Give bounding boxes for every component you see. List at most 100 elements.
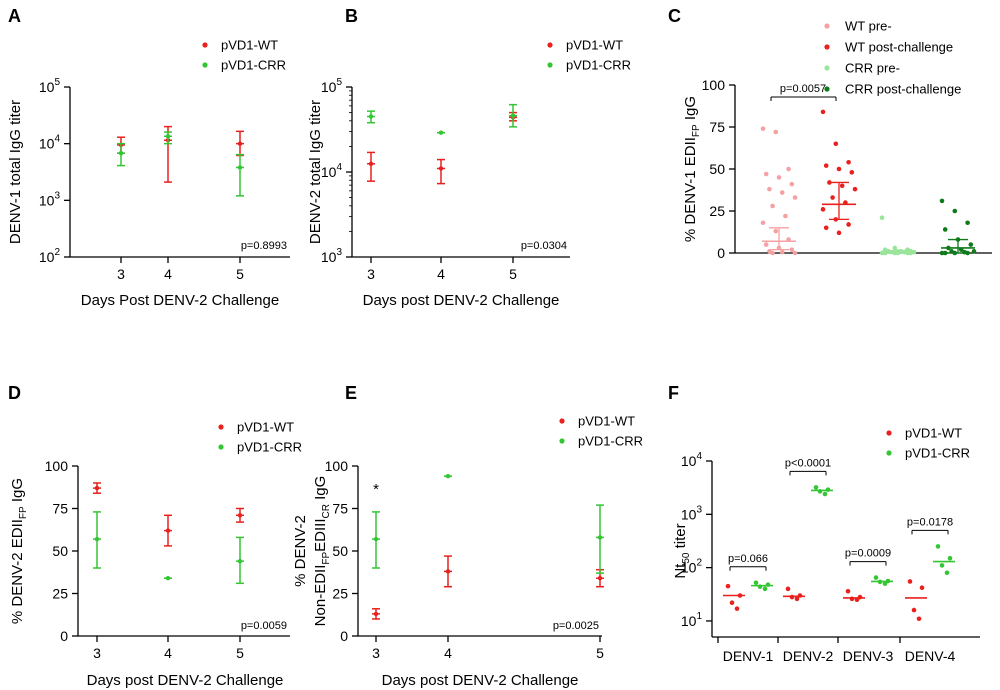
panel-e-x-tick-label-2: 5 <box>596 645 604 661</box>
panel-f-x-tick-label-0: DENV-1 <box>723 648 774 664</box>
panel-e-legend-label-0: pVD1-WT <box>578 414 635 429</box>
panel-b-y-tick-label-0-part: 3 <box>336 247 342 258</box>
panel-c-group-1-point <box>839 183 845 189</box>
panel-d-wt-day3-point <box>94 485 100 491</box>
panel-f-DENV-4-crr-point <box>935 544 941 549</box>
panel-b-crr-day4-point <box>438 130 444 135</box>
panel-f-DENV-3-crr-point <box>877 579 883 585</box>
panel-e-y-label-line2-part: FP <box>321 552 332 565</box>
panel-a-legend-marker-1 <box>202 62 208 68</box>
panel-f-pvalue-2: p=0.0009 <box>845 548 891 560</box>
panel-e-y-tick-label-1: 25 <box>332 586 348 602</box>
panel-b-y-label-part: DENV-2 total IgG titer <box>307 100 324 244</box>
panel-e-significance-star: * <box>373 481 379 498</box>
panel-e-pvalue: p=0.0025 <box>553 620 599 632</box>
panel-f-y-label-part: 50 <box>681 552 692 564</box>
panel-b-y-tick-label-2-part: 5 <box>336 77 342 88</box>
panel-b-x-label: Days post DENV-2 Challenge <box>363 292 560 309</box>
panel-f-legend-label-0: pVD1-WT <box>905 426 962 441</box>
panel-c-group-0-point <box>786 166 791 172</box>
panel-f-DENV-3-wt-point <box>845 588 851 594</box>
panel-e-wt-day4-point <box>445 569 451 574</box>
panel-b-y-tick-label-1: 104 <box>321 162 343 180</box>
panel-b-y-tick-label-2: 105 <box>321 77 343 95</box>
panel-f-x-tick-label-3: DENV-4 <box>905 648 956 664</box>
panel-f-DENV-2-crr-point <box>813 485 819 490</box>
panel-a-y-tick-label-2-part: 4 <box>54 134 60 145</box>
panel-f-DENV-4-wt-point <box>911 607 917 613</box>
panel-c-legend-label-0: WT pre- <box>845 19 892 34</box>
panel-f-DENV-4-crr-point <box>947 555 953 561</box>
panel-d-y-label-part: FP <box>18 506 29 519</box>
panel-b-y-tick-label-1-part: 10 <box>321 164 337 180</box>
panel-c-group-0-point <box>763 171 769 177</box>
panel-c-group-1-point <box>849 170 855 175</box>
panel-f-y-tick-label-3: 104 <box>681 451 703 469</box>
panel-a-pvalue: p=0.8993 <box>241 240 287 252</box>
panel-e-legend-label-1: pVD1-CRR <box>578 434 643 449</box>
panel-f-y-tick-label-2-part: 10 <box>681 506 697 522</box>
panel-a-y-tick-label-1-part: 3 <box>54 190 60 201</box>
panel-f-DENV-1-wt-point <box>729 600 735 605</box>
panel-c-legend-label-1: WT post-challenge <box>845 40 953 55</box>
panel-f-pvalue-0: p=0.066 <box>728 553 768 565</box>
panel-f-y-tick-label-2: 103 <box>681 504 703 522</box>
panel-e-y-tick-label-2: 50 <box>332 543 348 559</box>
panel-f-x-tick-label-2: DENV-3 <box>843 648 894 664</box>
panel-c-group-3-point <box>939 198 945 204</box>
panel-f-DENV-3-crr-point <box>873 575 879 580</box>
panel-f-DENV-4-crr-point <box>944 570 950 576</box>
panel-f-DENV-3-wt-point <box>857 594 863 600</box>
panel-e-y-label-line1: % DENV-2 <box>292 515 309 587</box>
panel-f-y-label-part: titer <box>672 523 689 552</box>
panel-d-y-tick-label-2: 50 <box>52 543 68 559</box>
panel-e-y-tick-label-4: 100 <box>325 458 349 474</box>
panel-f-DENV-4-wt-point <box>907 579 913 584</box>
panel-f-y-tick-label-1-part: 2 <box>696 558 702 569</box>
panel-f-x-tick-label-1: DENV-2 <box>783 648 834 664</box>
panel-d-legend-label-0: pVD1-WT <box>237 420 294 435</box>
panel-d-letter: D <box>8 383 21 403</box>
panel-b-x-tick-label-0: 3 <box>367 266 375 282</box>
panel-c-legend-label-2: CRR pre- <box>845 61 900 76</box>
panel-c-group-1-point <box>846 159 851 165</box>
panel-e-y-label-line2-part: IgG <box>312 476 329 504</box>
panel-e-letter: E <box>345 383 357 403</box>
panel-c-group-1-point <box>823 225 829 231</box>
panel-f-legend-marker-0 <box>886 430 892 436</box>
panel-c-group-3-point <box>942 250 948 256</box>
panel-c-group-0-point <box>789 181 795 187</box>
panel-b-y-tick-label-1-part: 4 <box>336 162 342 173</box>
panel-b-x-tick-label-1: 4 <box>437 266 445 282</box>
panel-e-wt-day5-point <box>597 576 603 581</box>
panel-a-x-label: Days Post DENV-2 Challenge <box>81 292 279 309</box>
panel-e-x-label: Days post DENV-2 Challenge <box>382 672 579 689</box>
panel-a-legend-marker-0 <box>202 42 208 48</box>
panel-f-DENV-2-wt-point <box>785 586 791 592</box>
panel-e-crr-day4-point <box>445 474 451 479</box>
panel-f-DENV-1-crr-point <box>757 584 763 589</box>
panel-d-wt-day5-point <box>237 513 243 518</box>
panel-f-y-tick-label-0-part: 10 <box>681 613 697 629</box>
panel-c-group-0-point <box>779 190 785 195</box>
panel-c-y-label-part: % DENV-1 EDII <box>682 137 699 242</box>
panel-d-x-tick-label-1: 4 <box>164 645 172 661</box>
panel-f-y-tick-label-2-part: 3 <box>696 504 702 515</box>
panel-a-y-tick-label-0-part: 10 <box>39 249 55 265</box>
panel-e-legend-marker-1 <box>559 438 565 444</box>
panel-a-y-label: DENV-1 total IgG titer <box>7 100 24 244</box>
panel-a-x-tick-label-2: 5 <box>236 266 244 282</box>
panel-a-crr-day4-point <box>165 134 171 139</box>
panel-c-group-0-point <box>773 129 779 135</box>
panel-d-y-label-part: IgG <box>9 478 26 506</box>
panel-a-y-tick-label-2-part: 10 <box>39 136 55 152</box>
panel-a-y-tick-label-3-part: 5 <box>54 77 60 88</box>
panel-e-y-label-line2: Non-EDIIFPEDIIICR IgG <box>312 476 332 627</box>
panel-c-group-2-point <box>879 215 885 221</box>
panel-a-legend-label-1: pVD1-CRR <box>221 58 286 73</box>
panel-b-wt-day4-point <box>438 166 444 171</box>
panel-c-legend-marker-1 <box>824 44 830 50</box>
panel-a-y-tick-label-3: 105 <box>39 77 61 95</box>
panel-d-x-tick-label-0: 3 <box>93 645 101 661</box>
panel-f-DENV-1-crr-point <box>753 580 759 586</box>
